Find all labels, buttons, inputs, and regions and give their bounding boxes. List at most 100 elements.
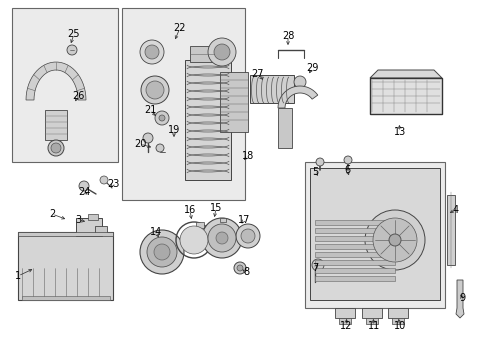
Text: 7: 7 (311, 263, 318, 273)
Circle shape (364, 210, 424, 270)
Text: 8: 8 (243, 267, 248, 277)
Text: 21: 21 (143, 105, 156, 115)
Bar (391, 318, 403, 324)
Circle shape (343, 156, 351, 164)
Circle shape (145, 45, 159, 59)
Circle shape (241, 229, 254, 243)
Circle shape (155, 111, 169, 125)
Text: 15: 15 (209, 203, 222, 213)
Bar (220, 72, 247, 132)
Circle shape (140, 40, 163, 64)
Text: 18: 18 (242, 151, 254, 161)
Bar (314, 252, 394, 257)
Circle shape (100, 176, 108, 184)
Bar (278, 108, 291, 148)
Bar (314, 260, 394, 265)
Circle shape (51, 143, 61, 153)
Bar (305, 162, 444, 308)
Bar (446, 195, 454, 265)
Text: 14: 14 (149, 227, 162, 237)
Text: 1: 1 (15, 271, 21, 281)
Bar (361, 308, 381, 318)
Bar (184, 60, 230, 180)
Circle shape (237, 265, 243, 271)
Text: 9: 9 (458, 293, 464, 303)
Bar (309, 168, 439, 300)
Bar (122, 8, 244, 200)
Circle shape (140, 230, 183, 274)
Bar (76, 218, 102, 236)
Circle shape (236, 224, 260, 248)
Text: 22: 22 (173, 23, 186, 33)
Bar (387, 308, 407, 318)
Circle shape (156, 144, 163, 152)
Circle shape (372, 218, 416, 262)
Text: 6: 6 (343, 165, 349, 175)
Circle shape (207, 224, 236, 252)
Text: 16: 16 (183, 205, 196, 215)
Text: 20: 20 (134, 139, 146, 149)
Circle shape (180, 226, 207, 254)
Text: 5: 5 (311, 167, 318, 177)
Bar (190, 46, 225, 62)
Circle shape (202, 218, 242, 258)
Bar (314, 236, 394, 241)
Text: 24: 24 (78, 187, 90, 197)
Circle shape (214, 44, 229, 60)
Bar (45, 110, 67, 140)
Bar (334, 308, 354, 318)
Text: 26: 26 (72, 91, 84, 101)
Polygon shape (18, 232, 113, 236)
Text: 2: 2 (49, 209, 55, 219)
Bar (369, 78, 441, 114)
Text: 23: 23 (106, 179, 119, 189)
Circle shape (216, 232, 227, 244)
Polygon shape (278, 86, 317, 108)
Bar (338, 318, 350, 324)
Polygon shape (26, 62, 86, 100)
Bar (314, 276, 394, 281)
Bar (369, 78, 441, 114)
Circle shape (79, 181, 89, 191)
Bar (95, 226, 107, 234)
Circle shape (207, 38, 236, 66)
Bar (314, 268, 394, 273)
Bar (18, 232, 113, 300)
Text: 12: 12 (339, 321, 351, 331)
Circle shape (48, 140, 64, 156)
Text: 4: 4 (452, 205, 458, 215)
Circle shape (67, 45, 77, 55)
Text: 19: 19 (167, 125, 180, 135)
Text: 11: 11 (367, 321, 379, 331)
Circle shape (388, 234, 400, 246)
Bar (314, 244, 394, 249)
Polygon shape (369, 70, 441, 78)
Circle shape (293, 76, 305, 88)
Circle shape (142, 133, 153, 143)
Bar (12, 8, 118, 162)
Bar (314, 220, 394, 225)
Text: 25: 25 (68, 29, 80, 39)
Circle shape (311, 259, 324, 271)
Polygon shape (455, 280, 463, 318)
Bar (220, 218, 225, 222)
Bar (249, 75, 293, 103)
Text: 17: 17 (237, 215, 250, 225)
Bar (196, 222, 203, 228)
Text: 29: 29 (305, 63, 318, 73)
Circle shape (146, 81, 163, 99)
Circle shape (234, 262, 245, 274)
Bar (22, 296, 110, 300)
Bar (365, 318, 377, 324)
Text: 28: 28 (281, 31, 294, 41)
Text: 3: 3 (75, 215, 81, 225)
Bar (314, 228, 394, 233)
Bar (88, 214, 98, 220)
Circle shape (141, 76, 169, 104)
Circle shape (159, 115, 164, 121)
Circle shape (147, 237, 177, 267)
Text: 13: 13 (393, 127, 406, 137)
Text: 10: 10 (393, 321, 406, 331)
Circle shape (315, 158, 324, 166)
Circle shape (154, 244, 170, 260)
